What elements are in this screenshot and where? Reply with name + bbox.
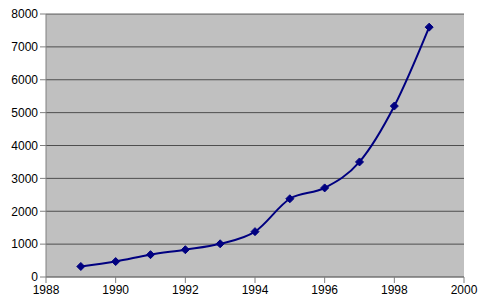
svg-text:7000: 7000: [11, 40, 38, 54]
svg-text:1992: 1992: [172, 283, 199, 297]
svg-text:1996: 1996: [311, 283, 338, 297]
svg-text:5000: 5000: [11, 106, 38, 120]
svg-text:0: 0: [31, 270, 38, 284]
svg-text:1988: 1988: [33, 283, 60, 297]
svg-text:1000: 1000: [11, 237, 38, 251]
svg-text:4000: 4000: [11, 139, 38, 153]
svg-text:1998: 1998: [381, 283, 408, 297]
svg-text:3000: 3000: [11, 172, 38, 186]
svg-text:8000: 8000: [11, 7, 38, 21]
svg-text:1994: 1994: [242, 283, 269, 297]
svg-text:2000: 2000: [451, 283, 474, 297]
svg-text:6000: 6000: [11, 73, 38, 87]
svg-text:1990: 1990: [102, 283, 129, 297]
svg-text:2000: 2000: [11, 205, 38, 219]
